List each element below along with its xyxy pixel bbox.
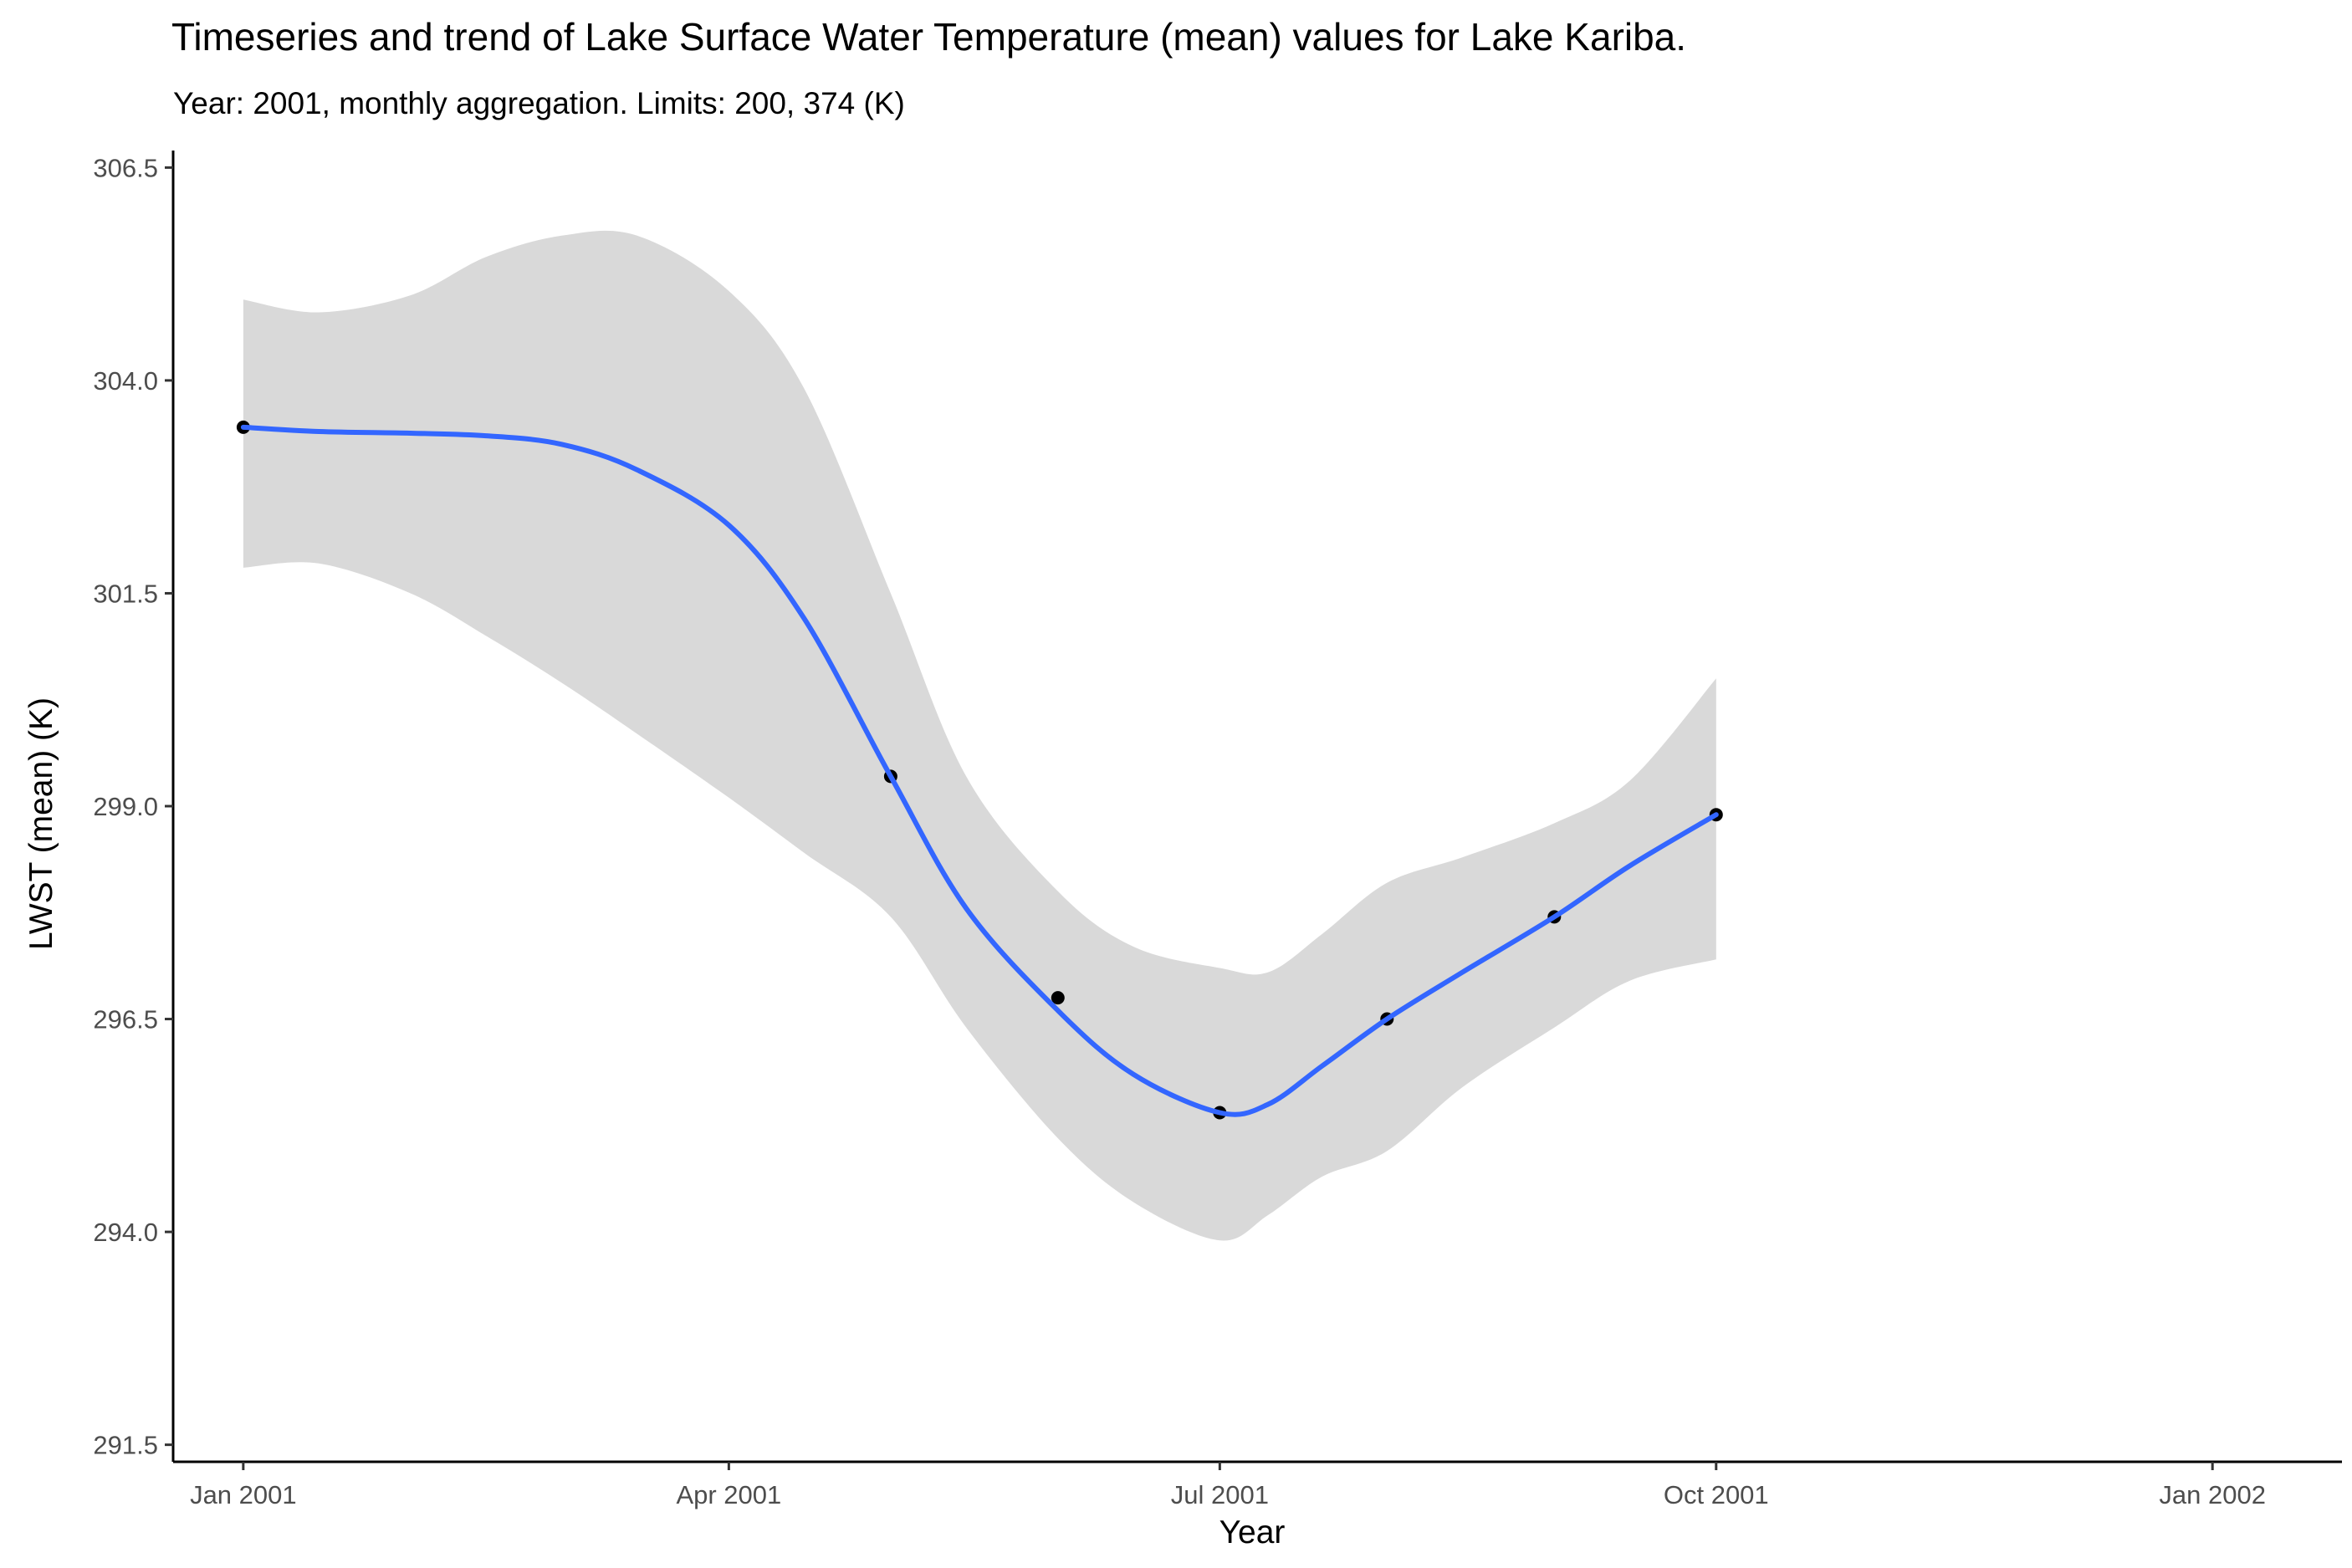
y-tick-label: 301.5 <box>93 579 158 608</box>
y-tick-label: 296.5 <box>93 1005 158 1034</box>
confidence-band <box>243 230 1716 1241</box>
trend-line <box>240 424 1719 1117</box>
y-tick-label: 299.0 <box>93 792 158 821</box>
y-tick-label: 304.0 <box>93 366 158 396</box>
chart-subtitle: Year: 2001, monthly aggregation. Limits:… <box>173 86 905 120</box>
data-point <box>1051 991 1065 1005</box>
x-tick-label: Jul 2001 <box>1171 1480 1269 1509</box>
axes: 291.5 294.0 296.5 299.0 301.5 304.0 306.5 Jan 2… <box>93 151 2342 1509</box>
y-tick-label: 294.0 <box>93 1218 158 1247</box>
x-tick-label: Jan 2002 <box>2159 1480 2266 1509</box>
y-tick-label: 291.5 <box>93 1431 158 1460</box>
plot-area <box>236 230 1723 1241</box>
chart-title: Timeseries and trend of Lake Surface Wat… <box>171 15 1686 59</box>
x-tick-label: Jan 2001 <box>190 1480 297 1509</box>
x-tick-label: Apr 2001 <box>676 1480 781 1509</box>
x-tick-label: Oct 2001 <box>1664 1480 1769 1509</box>
y-axis-title: LWST (mean) (K) <box>23 697 59 950</box>
y-tick-label: 306.5 <box>93 153 158 182</box>
x-axis-title: Year <box>1219 1514 1286 1550</box>
